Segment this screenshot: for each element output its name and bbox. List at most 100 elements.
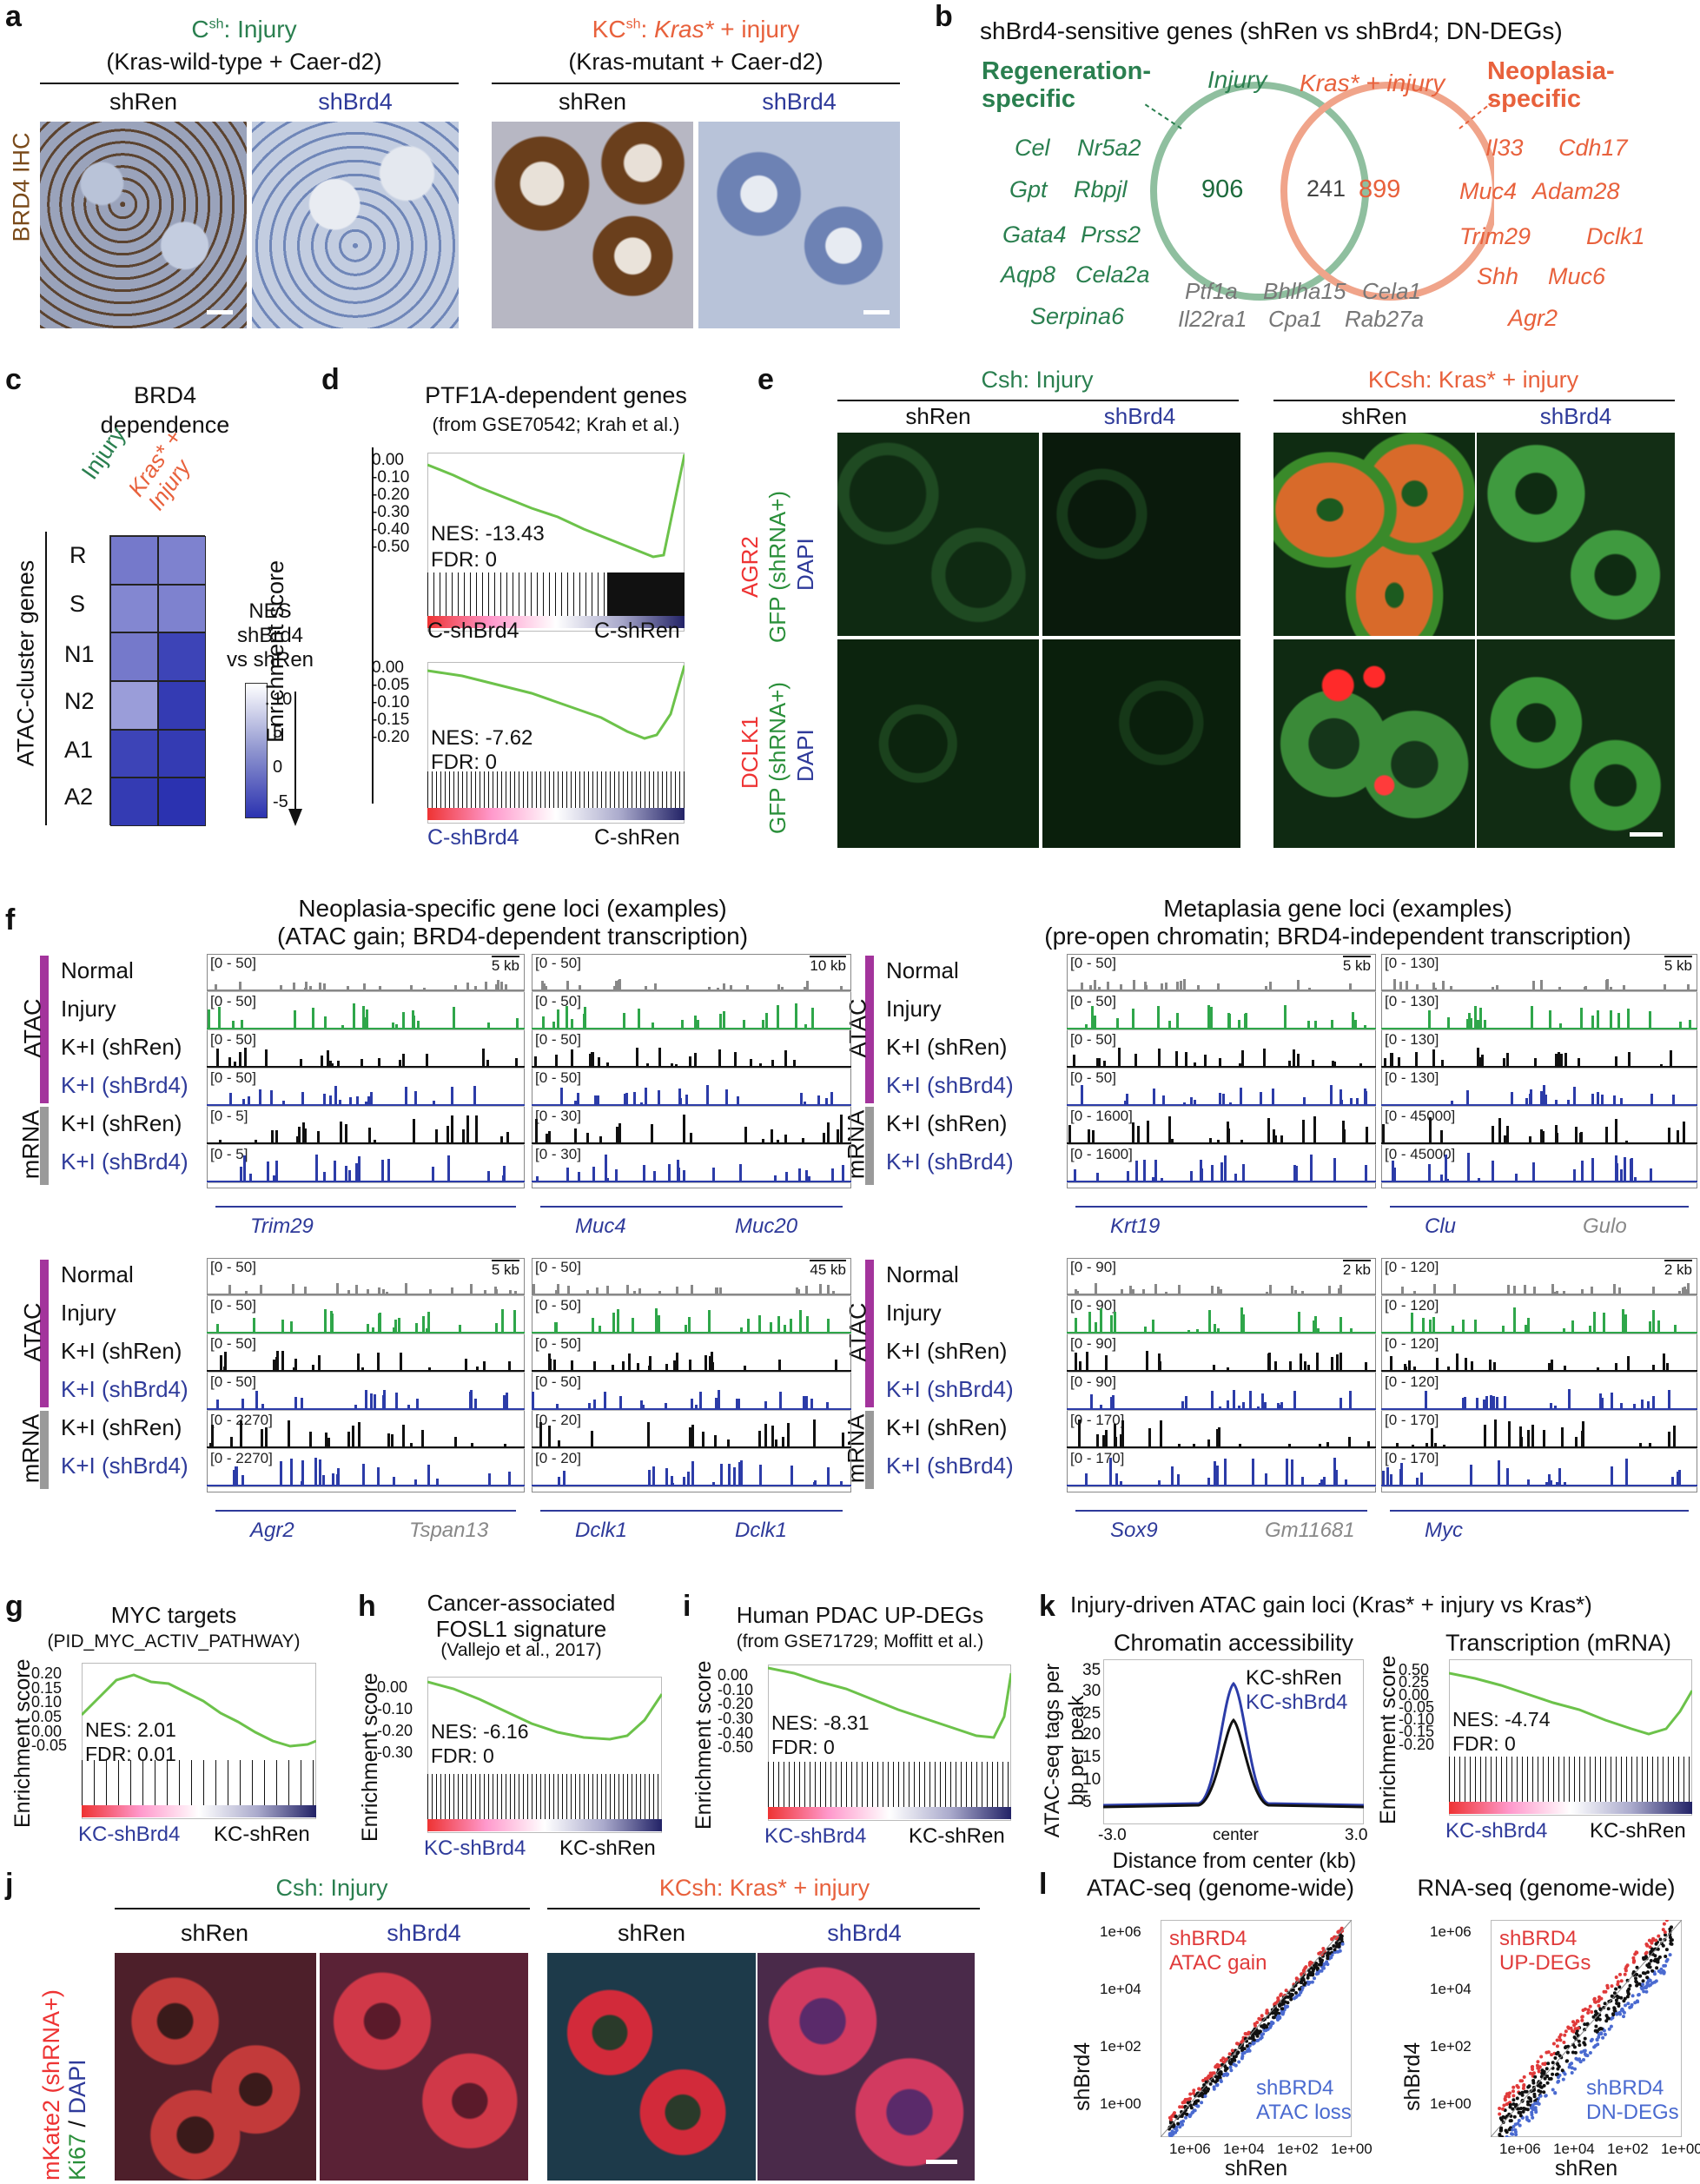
heatmap-cell <box>110 584 158 633</box>
panel-a-col-shren-1: shRen <box>109 89 178 115</box>
track-range: [0 - 20] <box>535 1412 581 1428</box>
browser-track: [0 - 45000] <box>1381 1107 1697 1145</box>
panel-a-col-shbrd4-1: shBrd4 <box>318 89 393 115</box>
gsea-rankbar <box>427 1819 662 1831</box>
atac-group-bar <box>865 956 874 1103</box>
panel-j-col-1: shRen <box>180 1920 249 1946</box>
track-range: [0 - 120] <box>1385 1297 1439 1314</box>
gsea-ytick: -0.05 <box>31 1737 68 1755</box>
panel-j-left-rule <box>115 1908 530 1909</box>
panel-label-b: b <box>935 0 953 33</box>
heatmap-cell <box>158 681 206 730</box>
browser-block: [0 - 50] [0 - 50] [0 - 50] [0 - 50] [0 - 227… <box>207 1258 525 1553</box>
track-range: [0 - 130] <box>1385 993 1439 1009</box>
track-label: K+I (shBrd4) <box>61 1148 189 1175</box>
track-label: K+I (shBrd4) <box>886 1453 1014 1479</box>
gene-model <box>540 1510 843 1512</box>
panel-a-left-rule <box>40 83 459 84</box>
track-label: Injury <box>886 1300 942 1326</box>
gsea-d-bot-xr: C-shRen <box>594 825 680 850</box>
panel-a-col-shbrd4-2: shBrd4 <box>762 89 837 115</box>
venn-label-injury: Injury <box>1207 66 1267 93</box>
track-range: [0 - 50] <box>535 1297 581 1314</box>
gsea-title: MYC targets <box>110 1602 237 1628</box>
gsea-d-bot-hits <box>427 771 685 808</box>
track-range: [0 - 5] <box>210 1108 248 1124</box>
gsea-d-top-hits <box>427 572 685 616</box>
gsea-curve <box>768 1666 1011 1739</box>
panel-j-ylabel: mKate2 (shRNA+) Ki67 / DAPI <box>38 1989 90 2181</box>
browser-track: [0 - 50] <box>207 1030 525 1069</box>
track-range: [0 - 120] <box>1385 1259 1439 1275</box>
browser-track: [0 - 90] <box>1067 1296 1376 1334</box>
panel-label-k: k <box>1039 1590 1055 1623</box>
panel-j-col-4: shBrd4 <box>827 1920 902 1946</box>
browser-block: [0 - 50] [0 - 50] [0 - 50] [0 - 50] [0 - 5] [… <box>207 954 525 1249</box>
gsea-rankbar <box>82 1805 316 1817</box>
panel-e-col-4: shBrd4 <box>1539 403 1612 429</box>
browser-track: [0 - 50] <box>1067 992 1376 1030</box>
gsea-ytick: -0.20 <box>377 1722 413 1739</box>
gsea-ytick: -0.10 <box>718 1680 754 1698</box>
panel-label-i: i <box>683 1590 691 1623</box>
scatter-xtick: 1e+00 <box>1331 2141 1373 2157</box>
scatter-frame <box>1161 1920 1352 2137</box>
gsea-ytick: 0.15 <box>31 1678 63 1697</box>
panel-j-col-3: shRen <box>617 1920 686 1946</box>
browser-track: [0 - 2270] <box>207 1449 525 1487</box>
scatter-points <box>1161 1920 1352 2137</box>
panel-c-title: BRD4 dependence <box>100 382 230 438</box>
scale-bar-label: 5 kb <box>491 956 519 974</box>
panel-label-j: j <box>5 1868 14 1901</box>
scatter-blue-label: shBRD4 DN-DEGs <box>1586 2076 1679 2124</box>
panel-e-col-1: shRen <box>905 403 971 429</box>
browser-track: [0 - 170] <box>1067 1411 1376 1449</box>
gsea-plot-g: MYC targets (PID_MYC_ACTIV_PATHWAY) Enrich… <box>0 1590 347 1859</box>
track-range: [0 - 45000] <box>1385 1146 1456 1162</box>
panel-d-title: PTF1A-dependent genes <box>425 382 687 408</box>
track-label: K+I (shRen) <box>886 1034 1008 1060</box>
browser-track: [0 - 170] <box>1067 1449 1376 1487</box>
track-label: Normal <box>886 957 959 983</box>
track-range: [0 - 50] <box>535 955 581 971</box>
scale-bar-label: 10 kb <box>810 956 846 974</box>
panel-a-right-rule <box>492 83 900 84</box>
track-label: K+I (shRen) <box>886 1338 1008 1364</box>
panel-k-legend-shren: KC-shRen <box>1246 1666 1342 1690</box>
browser-track: [0 - 120] <box>1381 1373 1697 1411</box>
heatmap-grid <box>109 535 206 826</box>
scatter-xlabel: shRen <box>1554 2156 1618 2181</box>
browser-track: [0 - 130] <box>1381 1069 1697 1107</box>
track-range: [0 - 50] <box>1070 1069 1116 1086</box>
if-image-dclk1-kras-shren <box>1273 639 1475 848</box>
gsea-ytick: 0.00 <box>377 1678 408 1696</box>
track-range: [0 - 120] <box>1385 1335 1439 1352</box>
panel-e-right-title: KCsh: Kras* + injury <box>1367 367 1579 393</box>
track-label: K+I (shBrd4) <box>61 1453 189 1479</box>
scatter-ylabel: shBrd4 <box>1070 2042 1095 2111</box>
gsea-curve <box>1449 1671 1692 1736</box>
browser-track: [0 - 50] <box>532 992 851 1030</box>
scatter-ylabel: shBrd4 <box>1400 2042 1425 2111</box>
track-label: K+I (shBrd4) <box>886 1376 1014 1402</box>
mrna-group-bar <box>40 1107 49 1185</box>
panel-e-right-rule <box>1273 400 1675 401</box>
gsea-ytick: 0.05 <box>31 1708 63 1725</box>
track-label: K+I (shRen) <box>886 1414 1008 1440</box>
gsea-d-top-xr: C-shRen <box>594 619 680 643</box>
browser-track: [0 - 5] <box>207 1145 525 1183</box>
gsea-plot-h: Cancer-associated FOSL1 signature (Vallejo… <box>347 1590 678 1860</box>
gene-model <box>1075 1206 1367 1208</box>
heatmap-cell <box>110 778 158 826</box>
venn-label-kras: Kras* + injury <box>1300 69 1445 96</box>
panel-b-title: shBrd4-sensitive genes (shRen vs shBrd4;… <box>980 17 1563 44</box>
gsea-title: Human PDAC UP-DEGs <box>736 1602 984 1628</box>
track-label-column: ATAC mRNA Normal Injury K+I (shRen) K+I (shBr… <box>843 954 1034 1214</box>
track-range: [0 - 90] <box>1070 1259 1116 1275</box>
gsea-ytick: -0.30 <box>377 1744 413 1761</box>
scale-bar-label: 2 kb <box>1342 1260 1371 1278</box>
gsea-frame <box>768 1664 1011 1821</box>
scatter-plots: shBrd4 1e+06 1e+04 1e+02 1e+00 1e+06 1e+04 1e+0… <box>1039 1903 1700 2184</box>
mrna-group-bar <box>865 1107 874 1185</box>
scale-bar-label: 5 kb <box>1664 956 1692 974</box>
